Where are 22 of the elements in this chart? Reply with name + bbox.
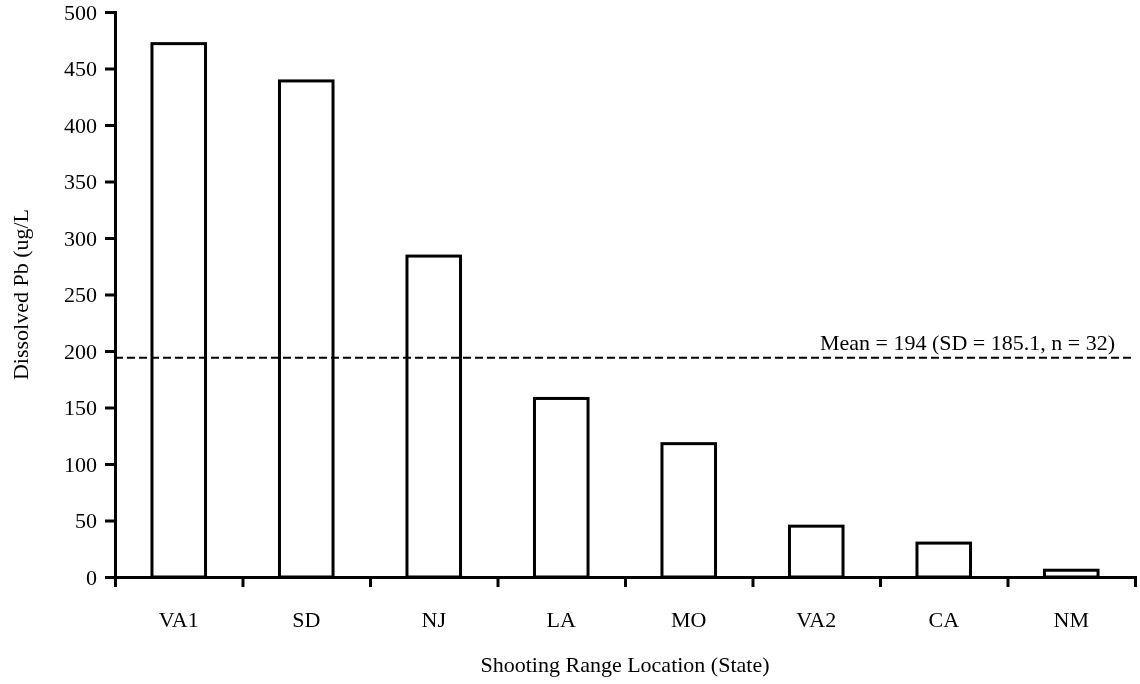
x-tick-label: VA1 bbox=[158, 607, 199, 632]
x-tick-label: CA bbox=[928, 607, 960, 632]
x-tick-label: LA bbox=[546, 607, 577, 632]
y-tick-label: 50 bbox=[75, 508, 97, 534]
x-tick-label: MO bbox=[671, 607, 707, 632]
y-tick-label: 100 bbox=[64, 451, 97, 477]
x-tick-label: VA2 bbox=[796, 607, 837, 632]
y-tick-label: 200 bbox=[64, 338, 97, 364]
y-tick-label: 400 bbox=[64, 112, 97, 138]
x-tick-label: NM bbox=[1053, 607, 1089, 632]
y-axis-title: Dissolved Pb (ug/L bbox=[8, 208, 33, 381]
ref-line-label: Mean = 194 (SD = 185.1, n = 32) bbox=[819, 329, 1115, 355]
x-axis-title: Shooting Range Location (State) bbox=[480, 652, 770, 677]
y-tick-label: 150 bbox=[64, 395, 97, 421]
x-tick-label: SD bbox=[292, 607, 321, 632]
y-tick-label: 450 bbox=[64, 56, 97, 82]
y-tick-label: 250 bbox=[64, 282, 97, 308]
y-tick-label: 500 bbox=[64, 0, 97, 25]
y-tick-label: 0 bbox=[86, 564, 97, 590]
y-tick-label: 350 bbox=[64, 169, 97, 195]
x-tick-label: NJ bbox=[421, 607, 447, 632]
y-tick-label: 300 bbox=[64, 225, 97, 251]
